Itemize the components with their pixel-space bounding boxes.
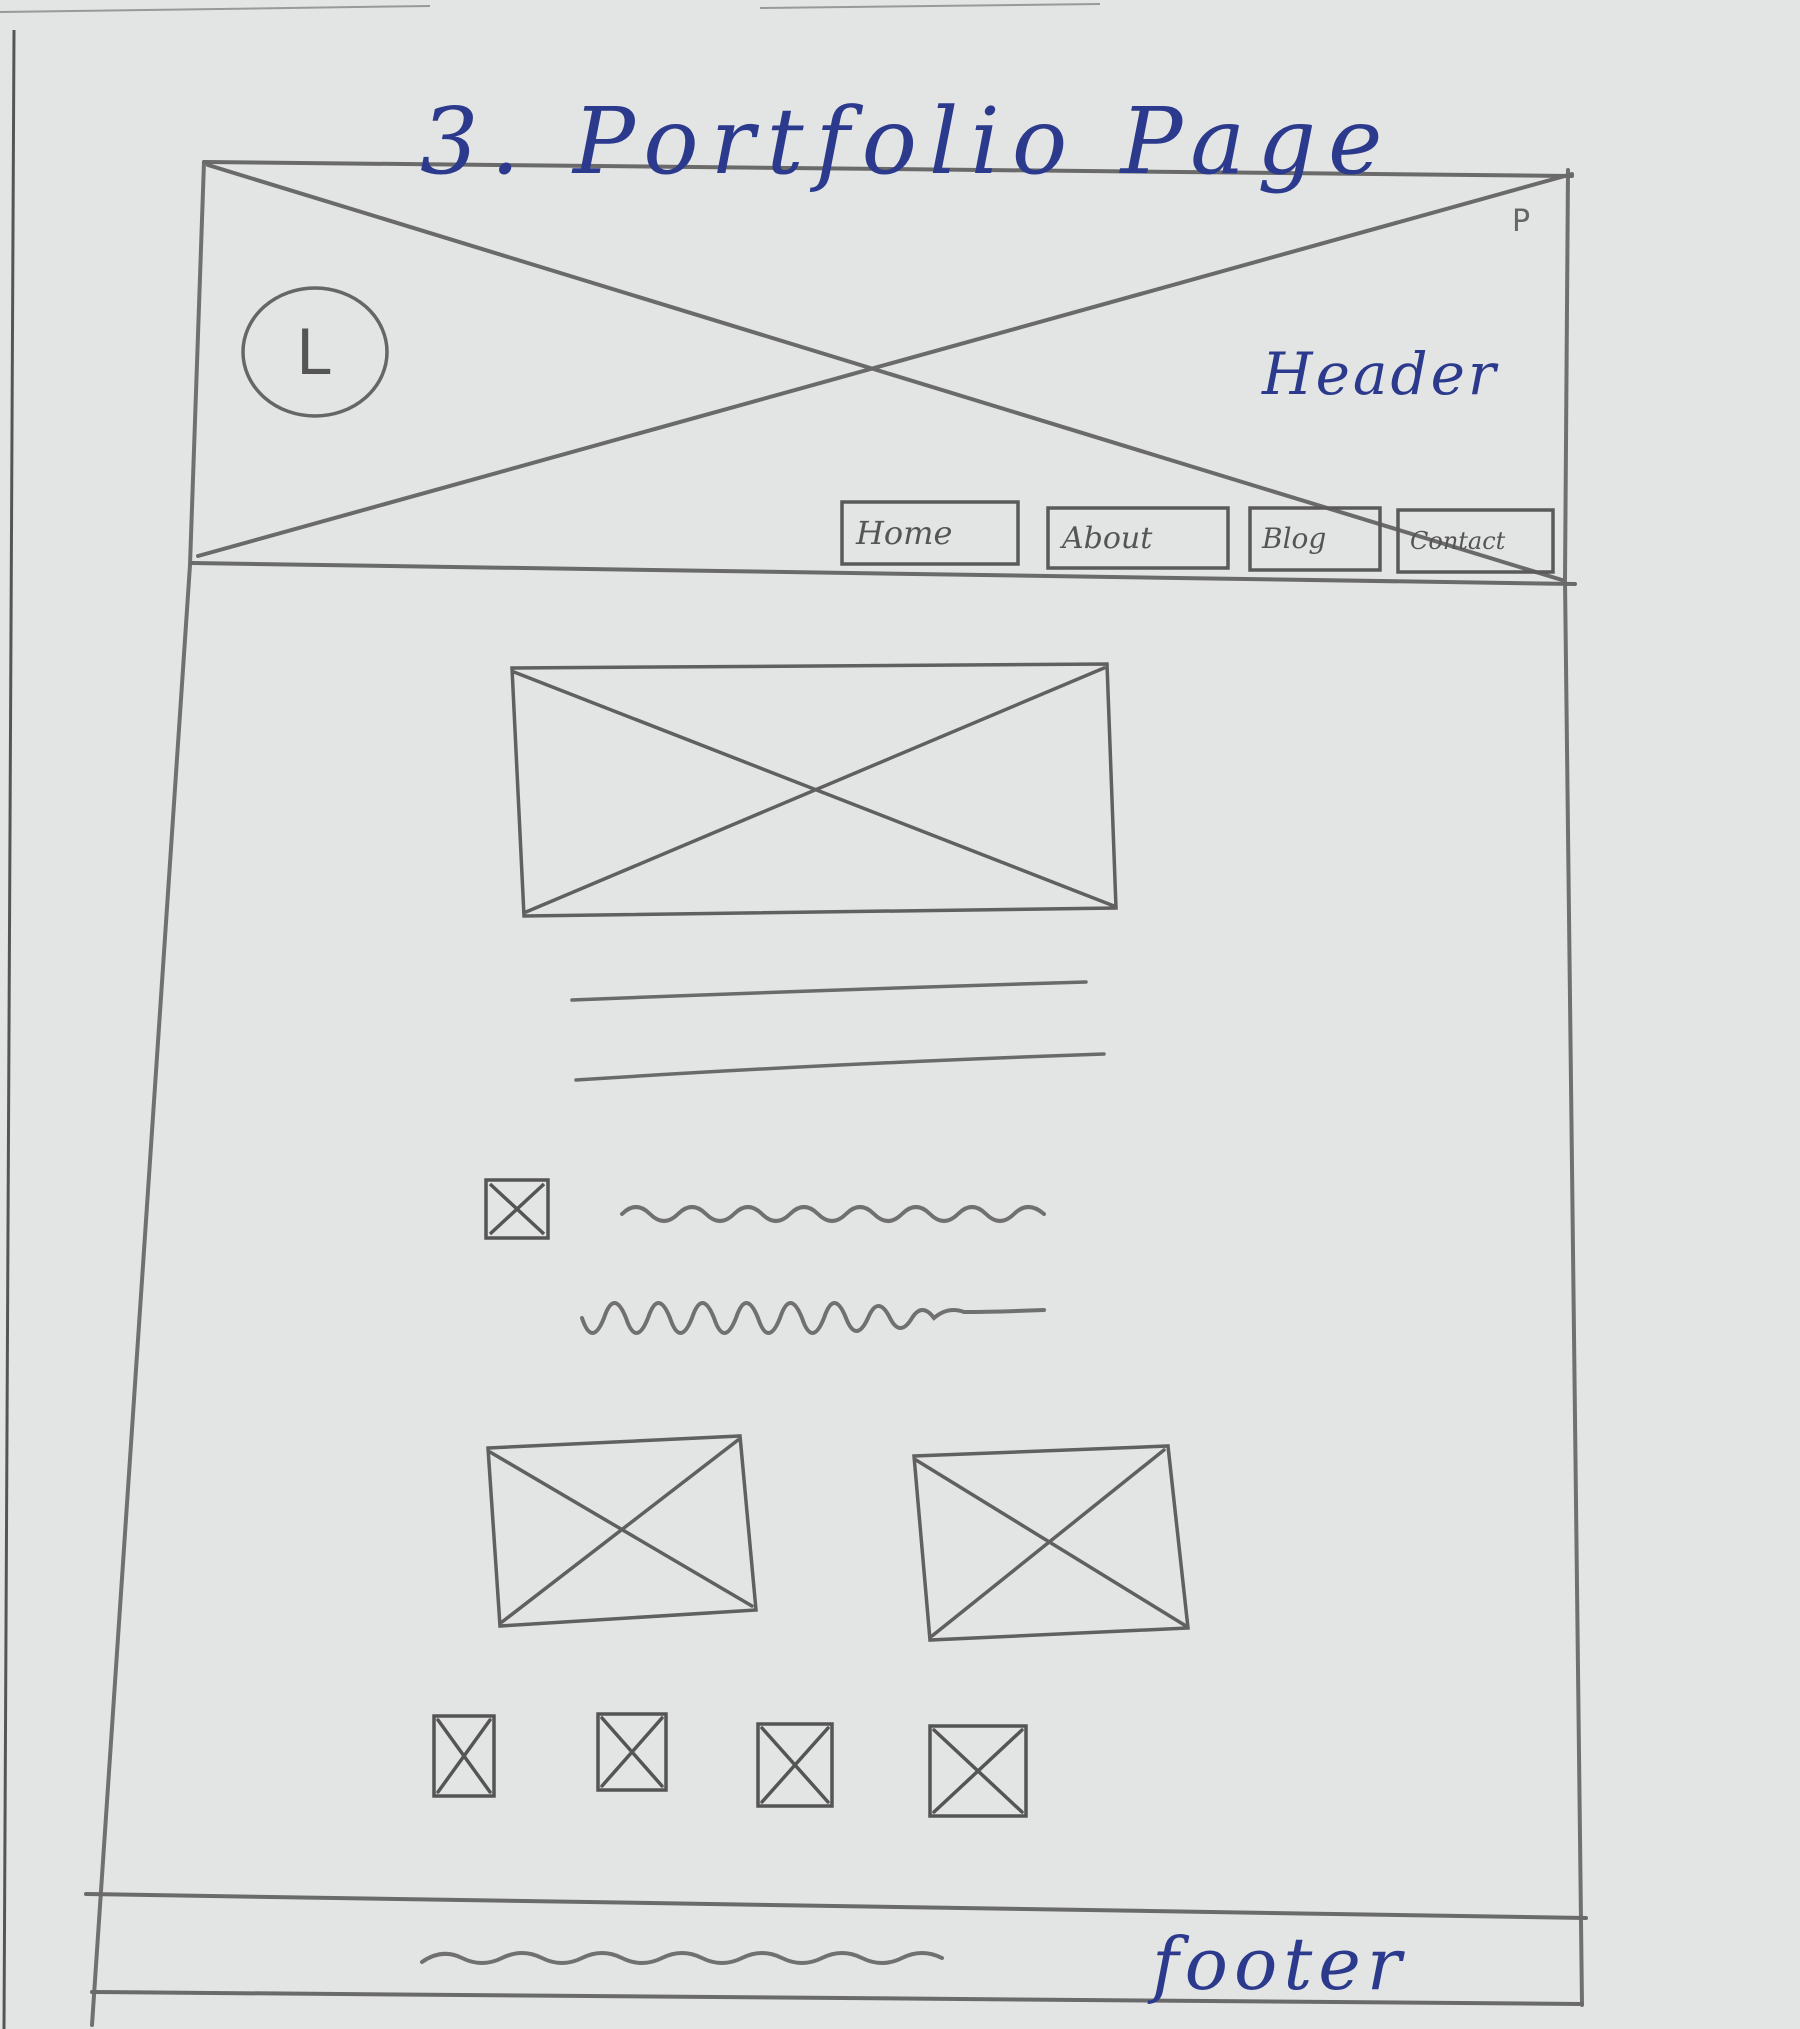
footer-text-scribble xyxy=(420,1951,944,1965)
nav-home-box xyxy=(840,500,1020,566)
header-banner-placeholder xyxy=(190,160,1577,586)
text-scribble-2 xyxy=(580,1301,1046,1335)
nav-blog-box xyxy=(1248,506,1382,572)
header-label: Header xyxy=(1262,340,1499,408)
nav-about-button[interactable]: About xyxy=(1062,521,1153,556)
thumbnail-4[interactable] xyxy=(928,1724,1028,1818)
project-image-1[interactable] xyxy=(486,1434,758,1628)
thumbnail-3[interactable] xyxy=(756,1722,834,1808)
nav-blog-button[interactable]: Blog xyxy=(1262,522,1327,555)
footer-box xyxy=(84,1892,1588,2006)
project-image-2[interactable] xyxy=(912,1444,1190,1642)
thumbnail-2[interactable] xyxy=(596,1712,668,1792)
logo-letter: L xyxy=(296,316,331,389)
footer-label: footer xyxy=(1152,1922,1408,2006)
hero-image-placeholder xyxy=(510,662,1118,918)
bullet-icon[interactable] xyxy=(484,1178,550,1240)
nav-contact-box xyxy=(1396,508,1555,574)
page-frame xyxy=(90,160,1584,2027)
heading-lines xyxy=(570,980,1106,1082)
logo-circle[interactable] xyxy=(241,286,389,418)
text-scribble-1 xyxy=(620,1205,1046,1223)
nav-home-button[interactable]: Home xyxy=(856,514,953,552)
nav-about-box xyxy=(1046,506,1230,570)
nav-contact-button[interactable]: Contact xyxy=(1410,527,1506,555)
thumbnail-1[interactable] xyxy=(432,1714,496,1798)
corner-mark: P xyxy=(1512,204,1531,239)
page-edge xyxy=(2,29,16,2029)
page-title: 3. Portfolio Page xyxy=(420,88,1395,195)
